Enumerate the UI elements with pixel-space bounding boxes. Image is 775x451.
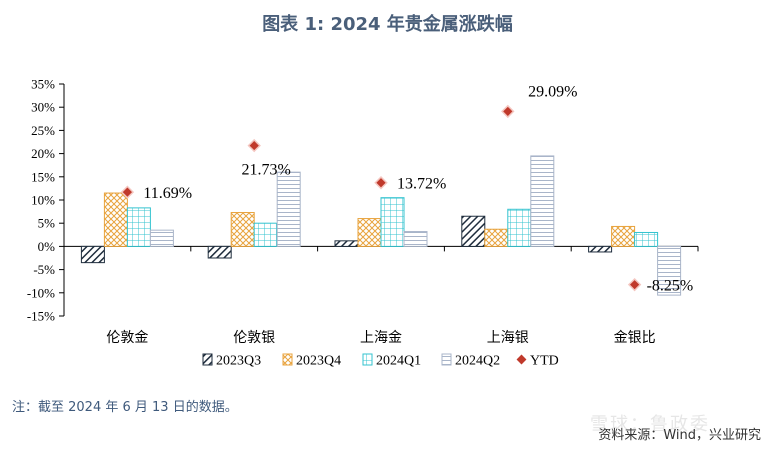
ytd-data-label: 13.72% — [397, 176, 446, 193]
chart-title: 图表 1: 2024 年贵金属涨跌幅 — [262, 14, 513, 35]
legend-swatch-2023q4 — [282, 353, 293, 366]
bar-2023q3-1 — [207, 245, 232, 259]
legend-swatch-2024q1 — [362, 353, 373, 366]
legend: 2023Q3 2023Q4 2024Q1 2024Q2 YTD — [202, 353, 559, 369]
ytd-points-layer: 11.69% 21.73% 13.72% 29.09% -8.25% — [120, 83, 694, 295]
ytd-point-1 — [247, 138, 261, 153]
category-label: 伦敦金 — [106, 330, 148, 346]
y-tick-label: 15% — [31, 169, 55, 184]
bar-2024q2-4 — [657, 245, 682, 296]
bar-2024q1-3 — [507, 208, 532, 247]
bars-layer — [80, 155, 682, 296]
bar-2023q3-4 — [588, 245, 613, 253]
legend-label: 2023Q3 — [216, 354, 261, 369]
bar-2024q2-1 — [276, 171, 301, 247]
ytd-point-0 — [120, 185, 135, 199]
legend-swatch-2024q2 — [441, 353, 452, 366]
ytd-point-2 — [374, 176, 388, 190]
legend-label: YTD — [530, 354, 559, 369]
category-label: 伦敦银 — [233, 330, 275, 346]
bar-2024q1-0 — [126, 207, 151, 247]
bar-2024q1-1 — [253, 222, 278, 247]
y-tick-label: 30% — [31, 100, 55, 115]
source-text: 资料来源：Wind，兴业研究 — [598, 428, 761, 443]
category-label: 上海银 — [487, 330, 529, 346]
bar-2023q4-0 — [103, 192, 128, 247]
legend-label: 2024Q1 — [376, 354, 421, 369]
category-label: 上海金 — [360, 330, 402, 346]
y-tick-label: 25% — [31, 123, 55, 138]
bar-2023q3-2 — [334, 240, 359, 247]
y-tick-label: 20% — [31, 146, 55, 161]
bar-2024q2-0 — [149, 229, 174, 247]
legend-swatch-ytd — [516, 354, 527, 365]
ytd-data-label: 21.73% — [242, 162, 291, 179]
y-tick-label: 35% — [31, 77, 55, 92]
bar-2023q3-0 — [80, 245, 105, 264]
ytd-point-3 — [501, 104, 515, 119]
y-tick-label: -15% — [27, 309, 55, 324]
bar-2024q2-3 — [530, 155, 555, 247]
bar-2023q4-4 — [611, 225, 636, 247]
ytd-point-4 — [627, 277, 642, 292]
bar-2024q2-2 — [403, 231, 428, 247]
y-tick-label: 10% — [31, 193, 55, 208]
y-tick-label: 5% — [38, 216, 56, 231]
bar-2023q3-3 — [461, 215, 486, 247]
watermark: 雪球：鲁政委 — [590, 414, 710, 435]
y-tick-label: -10% — [27, 285, 55, 300]
bar-2023q4-1 — [230, 212, 255, 247]
legend-label: 2023Q4 — [296, 354, 341, 369]
bar-2024q1-4 — [634, 231, 659, 247]
legend-swatch-2023q3 — [202, 353, 213, 366]
legend-label: 2024Q2 — [455, 354, 500, 369]
y-tick-label: -5% — [33, 262, 55, 277]
category-label: 金银比 — [614, 330, 656, 346]
ytd-data-label: -8.25% — [647, 278, 694, 295]
bar-2023q4-2 — [357, 218, 382, 247]
axes: 35% 30% 25% 20% 15% 10% 5% 0% -5% -10% -15% 伦敦金 伦敦银 上… — [27, 77, 699, 346]
ytd-data-label: 11.69% — [143, 185, 192, 202]
y-tick-label: 0% — [38, 239, 56, 254]
footnote: 注：截至 2024 年 6 月 13 日的数据。 — [12, 400, 238, 415]
ytd-data-label: 29.09% — [528, 83, 577, 100]
bar-2023q4-3 — [484, 228, 509, 247]
bar-2024q1-2 — [380, 197, 405, 247]
